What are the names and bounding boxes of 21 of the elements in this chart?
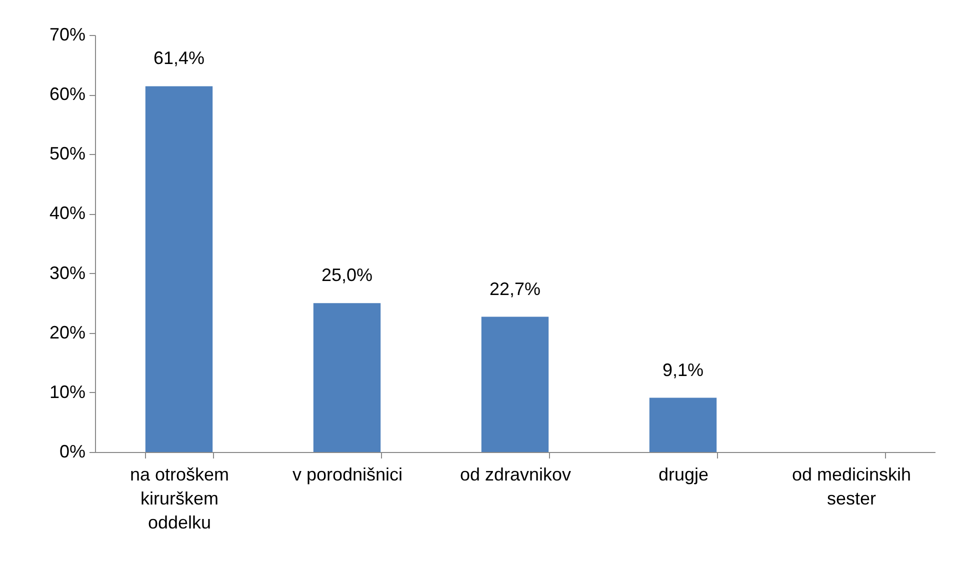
x-tick-label: drugje (658, 464, 709, 484)
y-tick-label: 50% (49, 144, 86, 164)
y-tick-label: 60% (49, 84, 86, 104)
bar (649, 398, 717, 452)
y-tick-label: 20% (49, 322, 86, 342)
data-label: 25,0% (321, 265, 373, 286)
x-tick-label: od zdravnikov (460, 464, 572, 484)
bar (481, 316, 549, 452)
bar (313, 303, 381, 452)
x-tick-label: v porodnišnici (292, 464, 403, 484)
y-tick-label: 40% (49, 203, 86, 224)
data-label: 9,1% (662, 360, 704, 380)
data-label: 61,4% (153, 48, 205, 68)
y-tick-label: 0% (59, 442, 86, 462)
y-tick-label: 10% (49, 382, 86, 402)
x-tick-label: na otroškem kirurškem oddelku (130, 464, 230, 532)
bar (145, 86, 213, 452)
data-label: 22,7% (489, 278, 541, 299)
y-tick-label: 70% (49, 24, 86, 44)
x-tick-label: od medicinskih sester (792, 464, 912, 508)
y-tick-label: 30% (49, 262, 86, 283)
